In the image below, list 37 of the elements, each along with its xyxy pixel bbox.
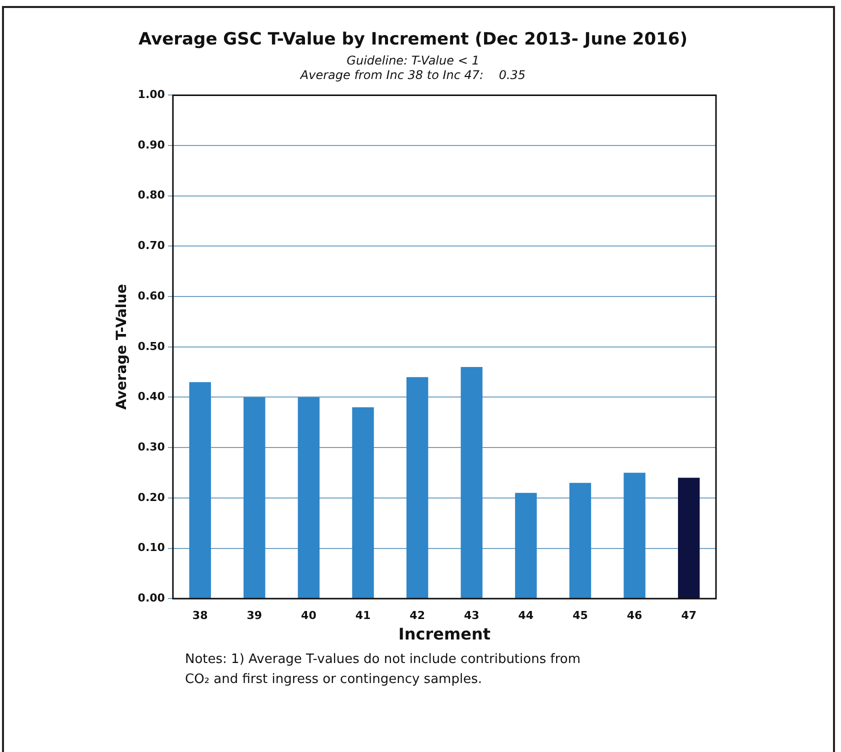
x-tick-label: 42: [410, 609, 425, 622]
x-tick-label: 47: [681, 609, 697, 622]
y-tick-label: 0.10: [138, 541, 166, 554]
x-tick-label: 40: [301, 609, 317, 622]
text: Notes: 1) Average T-values do not include contributions from CO₂ and first ingress or contingency samples.: [185, 651, 582, 689]
bar: [515, 492, 537, 598]
chart-title: Average GSC T-Value by Increment (Dec 2013- June 2016): [138, 30, 688, 50]
y-tick-label: 0.70: [138, 239, 166, 252]
bar: [460, 367, 482, 598]
y-tick-label: 0.30: [138, 440, 166, 454]
x-tick-label: 46: [626, 609, 643, 622]
chart-subtitle: Guideline: T-Value < 1: [346, 54, 480, 68]
bar: [406, 377, 428, 598]
y-axis-title: Average T-Value: [114, 284, 130, 410]
y-tick-label: 0.00: [138, 591, 166, 604]
bar: [298, 397, 320, 598]
x-tick-label: 44: [518, 609, 534, 622]
x-tick-label: 45: [572, 609, 588, 622]
y-tick-label: 0.60: [138, 289, 166, 302]
bar: [678, 478, 700, 598]
bar: [624, 472, 646, 598]
bar: [569, 482, 592, 598]
x-tick-label: 41: [355, 609, 371, 622]
y-tick-label: 0.20: [138, 490, 166, 504]
bar: [189, 382, 211, 598]
bar: [244, 397, 266, 598]
y-tick-label: 1.00: [138, 88, 166, 102]
y-tick-label: 0.40: [138, 390, 166, 404]
bar: [352, 407, 374, 598]
y-tick-label: 0.50: [138, 340, 166, 353]
x-axis-title: Increment: [398, 624, 491, 644]
x-tick-label: 39: [246, 609, 262, 622]
x-tick-label: 38: [192, 609, 208, 622]
x-tick-label: 43: [464, 609, 480, 622]
y-tick-label: 0.90: [138, 138, 166, 152]
y-tick-label: 0.80: [138, 188, 166, 202]
text: Average from Inc 38 to Inc 47: 0.35: [299, 68, 526, 82]
